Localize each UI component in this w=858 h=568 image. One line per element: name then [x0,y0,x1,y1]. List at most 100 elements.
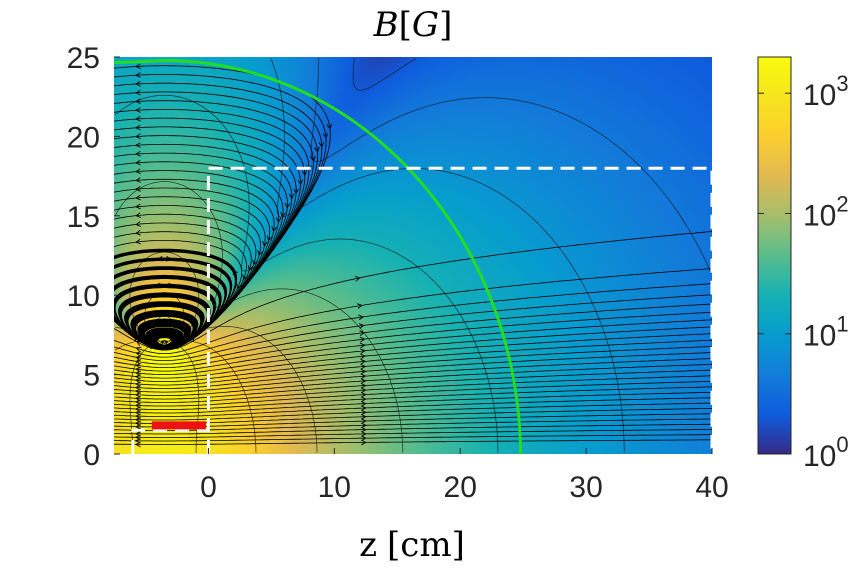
streamline-arrow [135,212,141,219]
streamline-arrow [289,193,295,200]
streamline [114,126,165,131]
streamline [114,403,165,407]
streamline [114,440,165,442]
streamline-arrow [135,346,142,353]
streamline-arrow [168,282,174,289]
streamline-arrow [318,141,325,148]
streamline [114,109,165,113]
streamline [164,375,712,403]
streamline [114,91,165,96]
streamline-arrow [360,373,367,380]
separatrix-layer [114,58,523,454]
streamline-arrow [135,238,141,245]
streamline-arrow [91,270,95,275]
streamline [164,333,712,379]
streamline-arrow [135,63,141,70]
streamline-arrow [135,351,142,357]
streamline [164,402,712,421]
streamline-arrow [293,188,299,195]
contour-line [270,58,625,453]
x-tick-label: 10 [318,471,351,504]
streamline [114,231,165,238]
streamline-arrow [361,439,367,446]
streamline [114,65,165,69]
streamline [164,363,712,396]
streamline-arrow [361,409,367,416]
streamline [114,222,165,229]
streamline-arrow [360,378,367,384]
y-tick-label: 25 [67,42,100,75]
streamline [164,268,712,354]
colorbar-tick-label: 102 [803,191,849,232]
streamline [114,381,165,386]
contour-line [352,57,417,91]
colorbar-gradient [757,56,792,455]
streamline-arrow [359,330,366,336]
x-tick-label: 30 [569,471,602,504]
streamline-arrow [242,274,248,281]
streamline-arrow [361,435,367,441]
streamline [145,327,184,348]
colorbar-tick-label: 100 [803,432,849,473]
streamline [114,418,165,421]
streamline-arrow [266,235,273,242]
streamline [164,434,712,442]
streamline [114,392,165,396]
streamline [114,369,165,375]
streamline [164,303,712,365]
streamline-arrow [247,265,254,271]
y-tick-label: 5 [83,360,100,393]
outer-domain-box [206,166,714,454]
streamline-arrow [361,422,367,429]
contour-line [114,94,499,453]
streamline-arrow [135,151,141,157]
streamline-arrow [135,177,141,183]
streamline [114,178,165,184]
streamline-arrow [361,431,367,437]
streamline [114,411,165,414]
x-tick-label: 40 [695,471,728,504]
streamline [164,231,712,351]
streamline-arrow [166,256,172,262]
streamline [114,432,165,435]
streamline-arrow [135,159,141,166]
streamline-arrow [360,353,366,360]
streamline [114,396,165,400]
streamline-arrow [135,168,141,175]
streamline [114,351,165,361]
streamline-arrow [135,89,141,96]
streamline [164,413,712,428]
streamline [164,319,712,372]
title-close-bracket: ] [439,5,452,45]
streamline [164,391,712,414]
boxes-layer [131,166,714,454]
y-tick-label: 20 [67,121,100,154]
streamline [114,82,165,87]
streamline-arrow [359,336,366,343]
streamline [114,400,165,403]
streamline-arrow [361,405,367,411]
title-unit: G [412,5,439,45]
colorbar-tick-label: 101 [803,312,849,353]
streamline-arrow [358,314,365,321]
x-axis: 0 10 20 30 40 [200,448,729,504]
colorbar-tick-label: 103 [803,71,849,112]
streamline [114,388,165,393]
streamline-arrow [135,230,141,236]
streamline [114,361,165,368]
streamline-arrow [135,116,141,122]
x-axis-unit: [cm] [387,525,465,565]
contour-line [310,58,712,273]
streamline-arrow [354,275,361,282]
streamline [164,369,712,400]
streamline [114,213,165,220]
streamline [114,100,165,104]
streamline-arrow [257,250,263,257]
streamline-arrow [359,342,366,349]
y-tick-label: 10 [67,280,100,313]
streamline [114,422,165,424]
streamline [114,274,222,350]
x-tick-label: 20 [444,471,477,504]
streamline [114,346,165,358]
